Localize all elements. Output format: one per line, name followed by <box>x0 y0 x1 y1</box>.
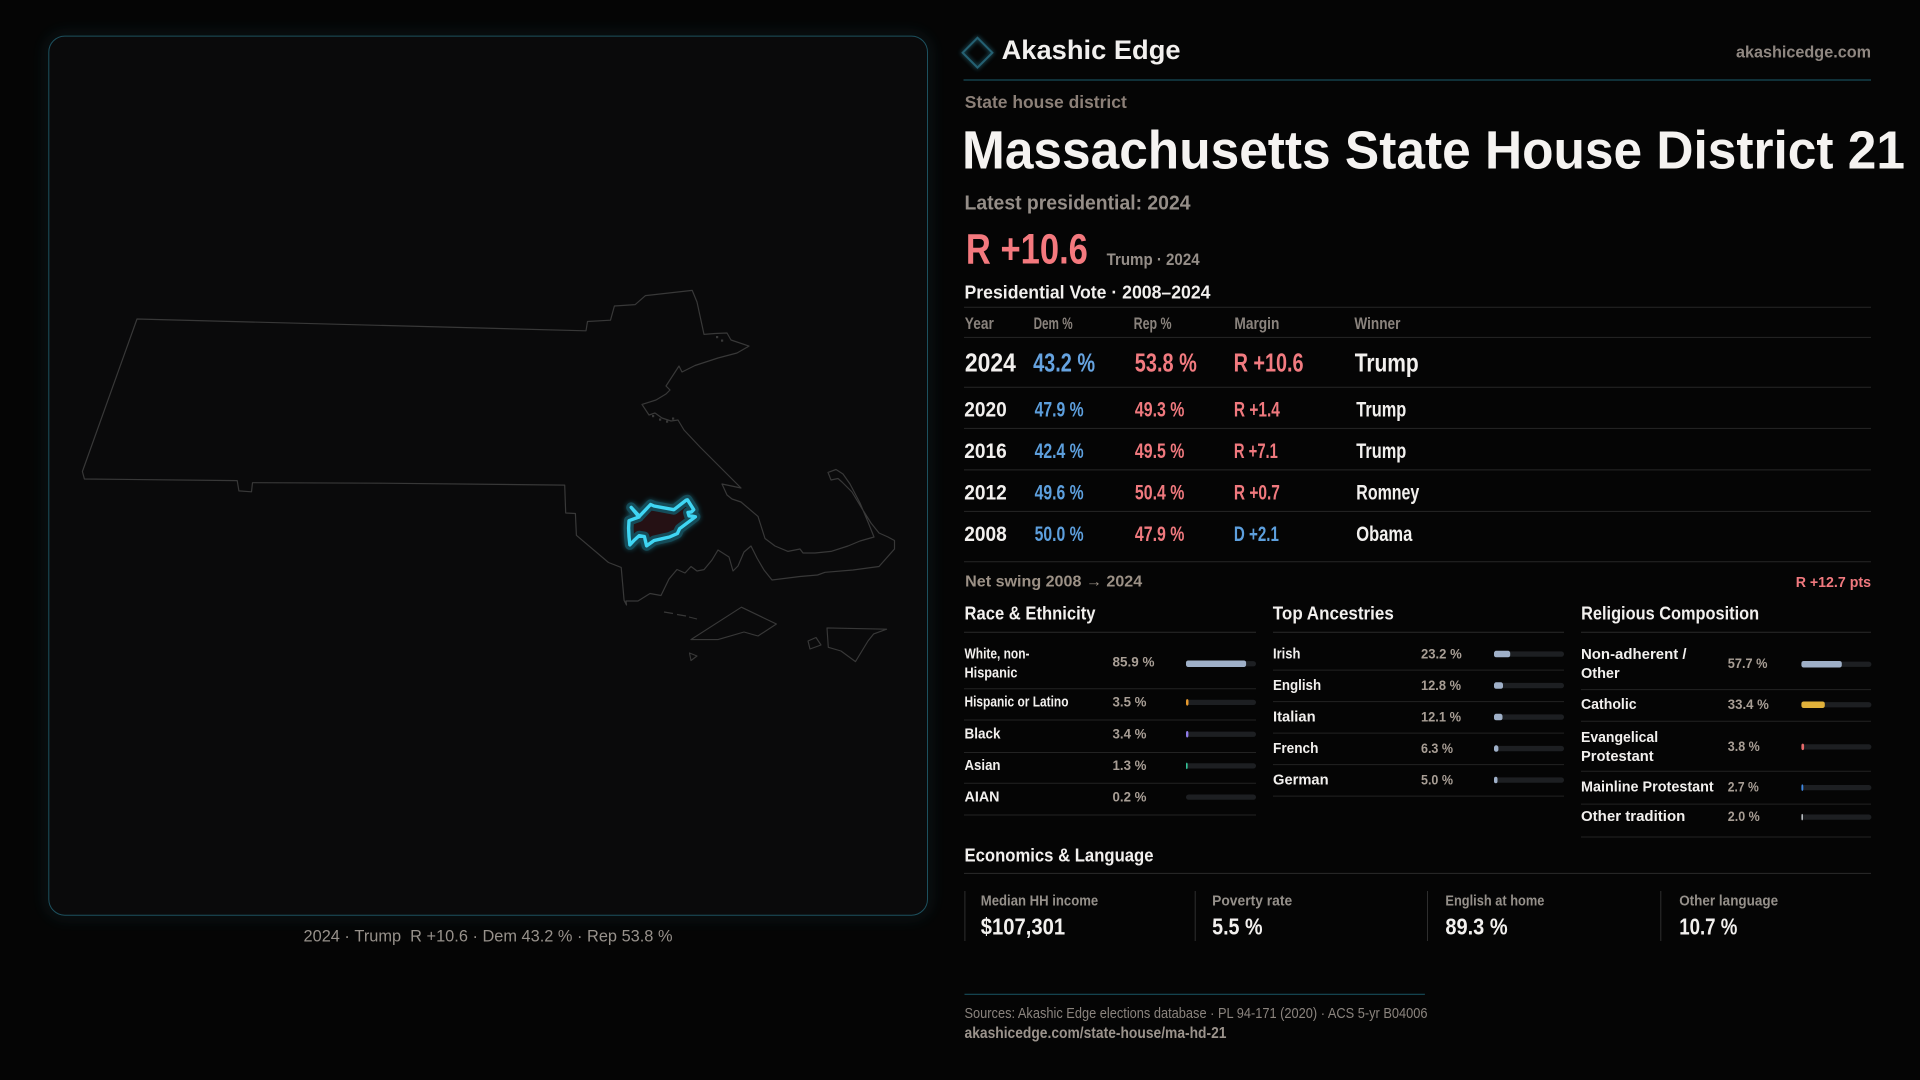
svg-text:23.2 %: 23.2 % <box>1421 645 1462 661</box>
svg-text:2008: 2008 <box>964 522 1007 546</box>
svg-text:Year: Year <box>965 315 994 333</box>
svg-text:Obama: Obama <box>1356 522 1413 546</box>
svg-text:German: German <box>1273 772 1329 788</box>
svg-text:49.5 %: 49.5 % <box>1135 439 1185 463</box>
svg-text:1.3 %: 1.3 % <box>1113 757 1148 773</box>
svg-text:2016: 2016 <box>964 439 1007 463</box>
svg-text:Winner: Winner <box>1354 315 1400 333</box>
svg-text:akashicedge.com: akashicedge.com <box>1736 43 1871 62</box>
svg-text:53.8 %: 53.8 % <box>1135 348 1197 378</box>
svg-text:Other tradition: Other tradition <box>1581 809 1685 825</box>
svg-text:0.2 %: 0.2 % <box>1113 788 1148 804</box>
svg-text:2.7 %: 2.7 % <box>1728 779 1759 795</box>
svg-text:Romney: Romney <box>1356 480 1419 504</box>
svg-text:Massachusetts State House Dist: Massachusetts State House District 21 <box>962 120 1905 180</box>
svg-text:Trump: Trump <box>1356 439 1406 463</box>
svg-text:89.3 %: 89.3 % <box>1445 914 1507 940</box>
svg-text:Other: Other <box>1581 666 1620 682</box>
svg-text:Median HH income: Median HH income <box>981 894 1098 910</box>
svg-text:2012: 2012 <box>964 480 1007 504</box>
svg-text:3.5 %: 3.5 % <box>1113 694 1148 710</box>
svg-text:R +0.7: R +0.7 <box>1234 480 1280 504</box>
svg-text:AIAN: AIAN <box>965 789 1000 805</box>
svg-text:R +10.6: R +10.6 <box>966 226 1088 274</box>
svg-text:47.9 %: 47.9 % <box>1135 522 1185 546</box>
svg-text:Asian: Asian <box>965 758 1001 774</box>
svg-text:Margin: Margin <box>1234 315 1279 333</box>
svg-text:47.9 %: 47.9 % <box>1035 397 1084 421</box>
svg-text:85.9 %: 85.9 % <box>1113 654 1156 670</box>
svg-text:Catholic: Catholic <box>1581 697 1637 713</box>
svg-text:Italian: Italian <box>1273 709 1316 725</box>
svg-text:Rep %: Rep % <box>1134 315 1172 333</box>
svg-text:6.3 %: 6.3 % <box>1421 740 1453 756</box>
svg-text:Protestant: Protestant <box>1581 749 1654 765</box>
svg-text:Top Ancestries: Top Ancestries <box>1273 602 1394 623</box>
svg-text:49.6 %: 49.6 % <box>1035 480 1084 504</box>
svg-text:R +10.6: R +10.6 <box>1234 348 1304 378</box>
svg-text:50.0 %: 50.0 % <box>1035 522 1084 546</box>
svg-text:Poverty rate: Poverty rate <box>1212 894 1292 910</box>
svg-text:Trump · 2024: Trump · 2024 <box>1107 251 1201 269</box>
svg-text:3.8 %: 3.8 % <box>1728 738 1760 754</box>
svg-text:12.8 %: 12.8 % <box>1421 677 1461 693</box>
svg-text:3.4 %: 3.4 % <box>1113 726 1148 742</box>
svg-text:5.5 %: 5.5 % <box>1212 914 1263 940</box>
svg-text:2024 · Trump R +10.6 · Dem 43: 2024 · Trump R +10.6 · Dem 43.2 % · Rep … <box>304 927 673 946</box>
svg-text:50.4 %: 50.4 % <box>1135 480 1185 504</box>
svg-text:2024: 2024 <box>965 348 1016 378</box>
svg-text:Hispanic or Latino: Hispanic or Latino <box>965 695 1069 711</box>
svg-text:R +1.4: R +1.4 <box>1234 397 1280 421</box>
svg-text:43.2 %: 43.2 % <box>1033 348 1095 378</box>
svg-text:$107,301: $107,301 <box>981 914 1065 940</box>
svg-text:R +7.1: R +7.1 <box>1234 439 1278 463</box>
svg-text:Non-adherent /: Non-adherent / <box>1581 647 1687 663</box>
svg-text:D +2.1: D +2.1 <box>1234 522 1279 546</box>
svg-text:Latest presidential: 2024: Latest presidential: 2024 <box>965 192 1192 214</box>
svg-text:49.3 %: 49.3 % <box>1135 397 1185 421</box>
svg-text:Race & Ethnicity: Race & Ethnicity <box>965 602 1097 623</box>
svg-text:Mainline Protestant: Mainline Protestant <box>1581 780 1714 796</box>
svg-text:Akashic Edge: Akashic Edge <box>1002 35 1181 65</box>
svg-text:42.4 %: 42.4 % <box>1035 439 1084 463</box>
svg-text:Presidential Vote · 2008–2024: Presidential Vote · 2008–2024 <box>965 281 1212 302</box>
svg-text:Evangelical: Evangelical <box>1581 730 1658 746</box>
svg-text:Hispanic: Hispanic <box>965 666 1018 682</box>
svg-text:French: French <box>1273 741 1318 757</box>
svg-text:Religious Composition: Religious Composition <box>1581 602 1759 623</box>
svg-text:Economics & Language: Economics & Language <box>965 844 1154 865</box>
svg-text:Trump: Trump <box>1356 397 1406 421</box>
svg-text:English at home: English at home <box>1445 894 1544 910</box>
svg-text:Sources: Akashic Edge election: Sources: Akashic Edge elections database… <box>965 1005 1428 1022</box>
svg-text:Black: Black <box>965 727 1002 743</box>
svg-text:10.7 %: 10.7 % <box>1679 914 1737 940</box>
svg-text:2.0 %: 2.0 % <box>1728 808 1760 824</box>
svg-text:Trump: Trump <box>1355 348 1419 378</box>
svg-text:Other language: Other language <box>1679 894 1778 910</box>
svg-text:2020: 2020 <box>964 397 1007 421</box>
svg-text:12.1 %: 12.1 % <box>1421 708 1461 724</box>
svg-text:Irish: Irish <box>1273 646 1300 662</box>
svg-text:White, non-: White, non- <box>965 646 1030 662</box>
svg-text:57.7 %: 57.7 % <box>1728 655 1768 671</box>
svg-text:Net swing 2008 → 2024: Net swing 2008 → 2024 <box>965 573 1142 590</box>
svg-text:State house district: State house district <box>965 92 1127 112</box>
svg-text:Dem %: Dem % <box>1034 315 1073 333</box>
svg-text:5.0 %: 5.0 % <box>1421 771 1453 787</box>
svg-text:English: English <box>1273 678 1321 694</box>
svg-text:akashicedge.com/state-house/ma: akashicedge.com/state-house/ma-hd-21 <box>965 1025 1227 1042</box>
svg-text:33.4 %: 33.4 % <box>1728 696 1770 712</box>
svg-text:R +12.7 pts: R +12.7 pts <box>1796 574 1871 591</box>
